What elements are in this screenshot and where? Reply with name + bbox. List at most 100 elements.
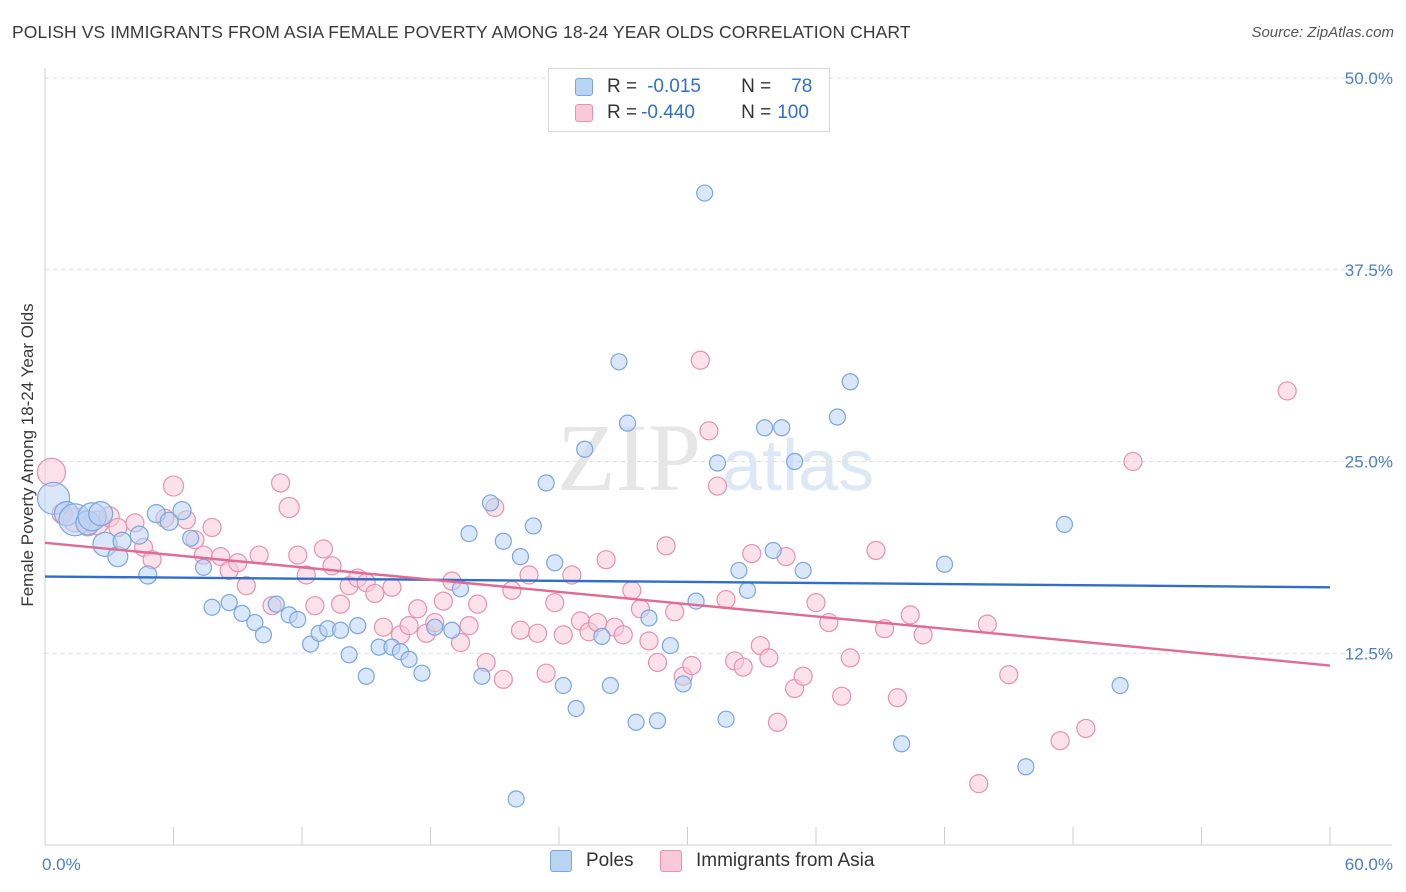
point-0-45: [524, 517, 542, 535]
point-0-52: [601, 676, 620, 695]
point-0-9: [129, 525, 149, 545]
point-1-22: [270, 473, 291, 493]
point-0-19: [246, 613, 264, 632]
point-1-72: [699, 421, 719, 441]
point-1-97: [1076, 718, 1096, 739]
point-1-94: [977, 614, 997, 634]
point-1-11: [162, 475, 185, 497]
point-0-18: [233, 604, 251, 622]
point-1-34: [373, 617, 393, 637]
point-0-12: [159, 511, 179, 531]
r-label: R =: [607, 76, 638, 97]
point-0-55: [627, 713, 645, 731]
point-0-17: [220, 594, 238, 612]
y-tick-label-3: 50.0%: [1345, 69, 1393, 88]
point-0-73: [893, 735, 911, 753]
point-1-23: [278, 496, 300, 519]
point-1-68: [665, 602, 685, 622]
immigrants-swatch: [575, 104, 593, 122]
point-0-47: [546, 554, 564, 572]
point-0-66: [755, 419, 774, 437]
point-0-43: [507, 790, 525, 808]
point-1-60: [596, 550, 616, 570]
point-0-62: [708, 454, 727, 472]
point-0-48: [554, 676, 572, 695]
point-0-39: [460, 524, 478, 543]
n-label: N =: [741, 102, 772, 123]
point-0-65: [738, 581, 757, 599]
point-1-67: [656, 536, 676, 556]
point-1-49: [502, 580, 522, 600]
point-0-58: [661, 636, 679, 655]
point-0-72: [841, 373, 859, 391]
stats-legend-row-immigrants: R = -0.440 N = 100: [575, 100, 809, 126]
point-0-46: [537, 474, 555, 492]
point-0-71: [828, 408, 847, 426]
point-1-70: [682, 655, 702, 676]
point-0-70: [794, 561, 812, 580]
point-1-19: [236, 576, 256, 596]
trend-line-0: [44, 575, 1331, 589]
point-1-86: [832, 686, 852, 706]
trend-lines: [44, 541, 1331, 667]
point-0-42: [494, 532, 512, 550]
point-1-95: [999, 665, 1019, 685]
y-tick-label-2: 37.5%: [1345, 261, 1393, 280]
y-tick-label-0: 12.5%: [1345, 644, 1393, 663]
point-0-23: [289, 610, 307, 629]
point-0-28: [340, 646, 358, 664]
legend-item-poles[interactable]: Poles: [550, 850, 634, 872]
point-0-77: [1111, 676, 1129, 695]
point-0-21: [267, 595, 285, 613]
point-1-26: [305, 596, 325, 616]
point-1-92: [913, 625, 933, 645]
point-1-55: [553, 625, 573, 645]
point-1-91: [900, 605, 920, 625]
stats-legend: R = -0.015 N = 78 R = -0.440 N = 100: [548, 68, 830, 132]
point-1-38: [408, 599, 428, 619]
point-1-35: [382, 577, 402, 597]
point-0-53: [610, 353, 628, 371]
axes: [44, 68, 1392, 846]
point-1-96: [1050, 731, 1070, 751]
legend-label-immigrants-from-asia: Immigrants from Asia: [696, 850, 875, 871]
point-1-37: [399, 616, 419, 636]
point-0-56: [640, 609, 658, 627]
series-legend: Poles Immigrants from Asia: [0, 850, 1406, 878]
point-1-45: [468, 594, 488, 614]
point-0-41: [481, 494, 500, 512]
point-1-88: [866, 540, 886, 561]
point-1-66: [647, 652, 668, 673]
series-poles-points: [36, 184, 1129, 808]
point-0-16: [203, 598, 221, 616]
point-0-67: [764, 541, 782, 560]
point-0-61: [696, 184, 714, 202]
point-1-87: [840, 648, 860, 668]
point-0-20: [254, 626, 273, 644]
point-0-54: [618, 414, 637, 432]
point-0-15: [194, 558, 213, 576]
chart-source: Source: ZipAtlas.com: [1251, 24, 1394, 41]
point-1-52: [527, 623, 548, 643]
point-1-80: [767, 712, 788, 732]
grid-lines: [45, 77, 1392, 654]
n-label: N =: [741, 76, 772, 97]
x-tick-label-min: 0.0%: [42, 855, 81, 874]
point-0-50: [576, 440, 594, 458]
point-0-69: [785, 452, 804, 471]
point-1-48: [493, 669, 513, 689]
point-1-98: [1123, 451, 1143, 472]
x-tick-label-max: 60.0%: [1345, 855, 1393, 874]
point-0-30: [357, 667, 375, 685]
n-value: 78: [791, 76, 813, 97]
n-value: 100: [777, 102, 809, 123]
point-1-24: [288, 545, 308, 565]
point-1-65: [639, 631, 659, 651]
point-1-50: [510, 620, 531, 640]
legend-item-immigrants-from-asia[interactable]: Immigrants from Asia: [660, 850, 874, 872]
point-1-43: [450, 632, 471, 653]
point-0-74: [935, 555, 954, 573]
point-1-74: [716, 589, 736, 610]
point-1-44: [459, 616, 479, 636]
